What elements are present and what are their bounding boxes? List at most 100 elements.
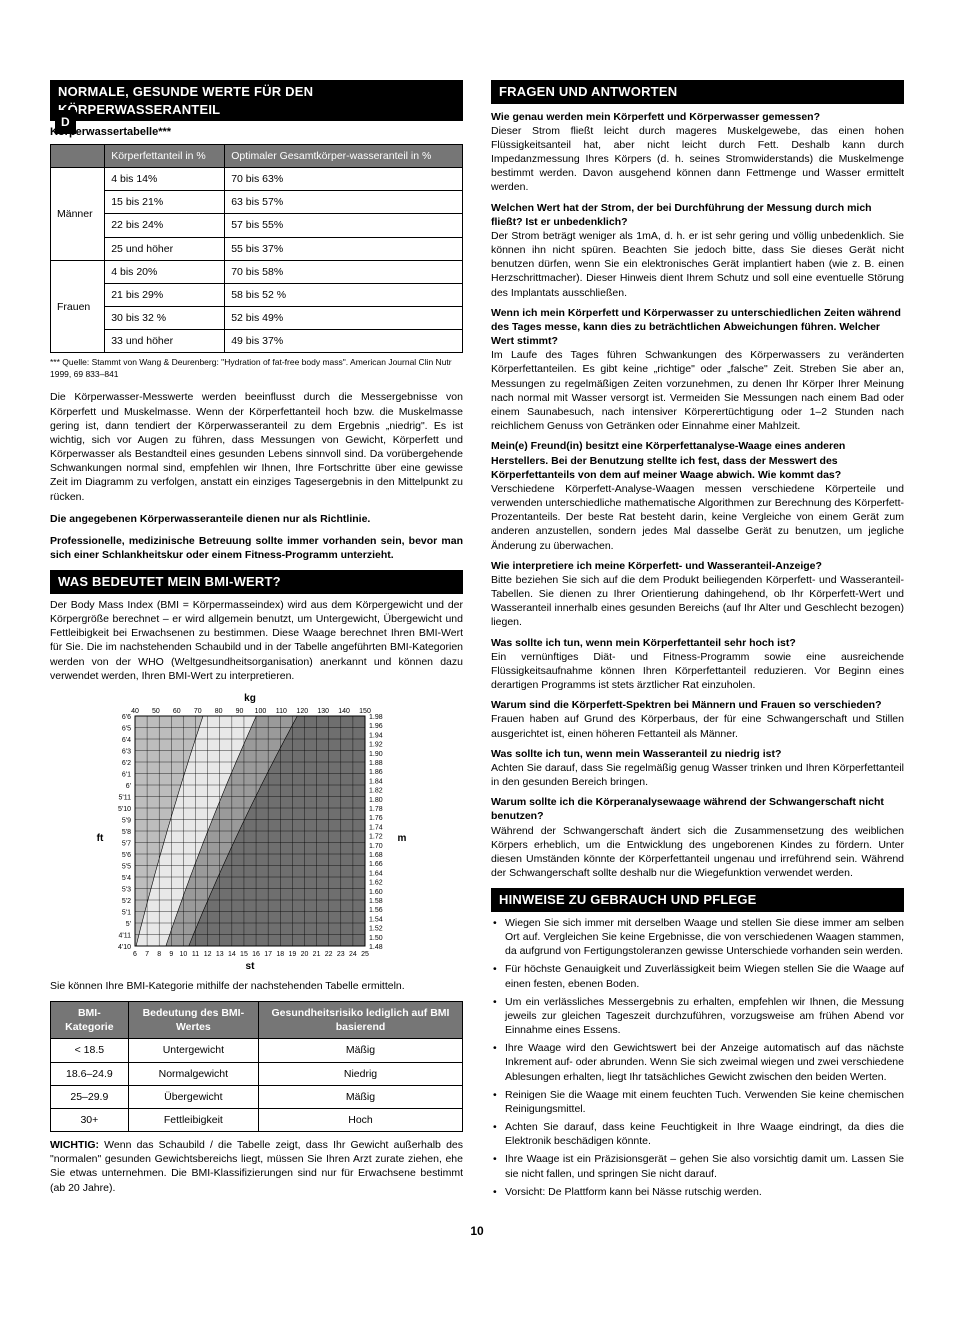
two-column-layout: NORMALE, GESUNDE WERTE FÜR DEN KÖRPERWAS… (50, 80, 904, 1203)
faq-question: Warum sollte ich die Körperanalysewaage … (491, 795, 904, 823)
faq-question: Mein(e) Freund(in) besitzt eine Körperfe… (491, 439, 904, 482)
svg-text:1.52: 1.52 (369, 925, 383, 932)
water-bold-2: Professionelle, medizinische Betreuung s… (50, 534, 463, 562)
hint-item: Achten Sie darauf, dass keine Feuchtigke… (491, 1120, 904, 1148)
svg-text:5'1: 5'1 (122, 909, 131, 916)
svg-text:4'10: 4'10 (118, 944, 131, 951)
bmi-cell: Fettleibigkeit (128, 1108, 258, 1131)
water-th-0 (51, 144, 105, 167)
faq-answer: Bitte beziehen Sie sich auf die dem Prod… (491, 573, 904, 630)
faq-answer: Während der Schwangerschaft ändert sich … (491, 824, 904, 881)
svg-text:1.90: 1.90 (369, 751, 383, 758)
svg-text:6'4: 6'4 (122, 737, 131, 744)
faq-question: Wie genau werden mein Körperfett und Kör… (491, 110, 904, 124)
page-language-marker: D (55, 110, 76, 134)
svg-text:13: 13 (216, 951, 224, 958)
faq-question: Was sollte ich tun, wenn mein Wasserante… (491, 747, 904, 761)
svg-text:70: 70 (194, 708, 202, 715)
faq-answer: Im Laufe des Tages führen Schwankungen d… (491, 348, 904, 433)
svg-text:18: 18 (276, 951, 284, 958)
water-paragraph: Die Körperwasser-Messwerte werden beeinf… (50, 390, 463, 503)
water-bold-1: Die angegebenen Körperwasseranteile dien… (50, 512, 463, 526)
page-number: 10 (50, 1223, 904, 1239)
bmi-cell: Untergewicht (128, 1039, 258, 1062)
svg-text:1.56: 1.56 (369, 907, 383, 914)
svg-text:1.70: 1.70 (369, 843, 383, 850)
svg-text:6'6: 6'6 (122, 714, 131, 721)
bmi-th-0: BMI-Kategorie (51, 1002, 129, 1039)
chart-kg-label: kg (244, 693, 256, 704)
faq-answer: Dieser Strom fließt leicht durch mageres… (491, 124, 904, 195)
svg-text:6': 6' (126, 783, 131, 790)
svg-text:5'3: 5'3 (122, 886, 131, 893)
svg-text:20: 20 (301, 951, 309, 958)
svg-text:6: 6 (133, 951, 137, 958)
bmi-th-2: Gesundheitsrisiko lediglich auf BMI basi… (259, 1002, 463, 1039)
svg-text:16: 16 (252, 951, 260, 958)
faq-question: Wenn ich mein Körperfett und Körperwasse… (491, 306, 904, 349)
water-th-1: Körperfettanteil in % (105, 144, 225, 167)
faq-answer: Der Strom beträgt weniger als 1mA, d. h.… (491, 229, 904, 300)
svg-text:8: 8 (157, 951, 161, 958)
svg-text:1.96: 1.96 (369, 723, 383, 730)
svg-text:1.68: 1.68 (369, 852, 383, 859)
bmi-cell: Niedrig (259, 1062, 463, 1085)
svg-text:140: 140 (338, 708, 350, 715)
svg-text:1.50: 1.50 (369, 935, 383, 942)
svg-text:1.74: 1.74 (369, 824, 383, 831)
water-cell: 21 bis 29% (105, 283, 225, 306)
faq-question: Welchen Wert hat der Strom, der bei Durc… (491, 201, 904, 229)
left-column: NORMALE, GESUNDE WERTE FÜR DEN KÖRPERWAS… (50, 80, 463, 1203)
svg-text:1.60: 1.60 (369, 889, 383, 896)
svg-text:6'3: 6'3 (122, 748, 131, 755)
bmi-cell: Mäßig (259, 1039, 463, 1062)
svg-text:1.98: 1.98 (369, 714, 383, 721)
bmi-chart: kg ft m st 40506070809010011012013014015… (90, 691, 410, 971)
svg-text:1.48: 1.48 (369, 944, 383, 951)
svg-text:21: 21 (313, 951, 321, 958)
bmi-th-1: Bedeutung des BMI-Wertes (128, 1002, 258, 1039)
hints-list: Wiegen Sie sich immer mit derselben Waag… (491, 916, 904, 1199)
faq-question: Was sollte ich tun, wenn mein Körperfett… (491, 636, 904, 650)
svg-text:1.78: 1.78 (369, 806, 383, 813)
water-cell: 4 bis 20% (105, 260, 225, 283)
svg-text:5': 5' (126, 921, 131, 928)
bmi-cell: < 18.5 (51, 1039, 129, 1062)
svg-text:1.92: 1.92 (369, 741, 383, 748)
svg-text:11: 11 (192, 951, 199, 958)
water-footnote: *** Quelle: Stammt von Wang & Deurenberg… (50, 357, 463, 380)
svg-text:1.88: 1.88 (369, 760, 383, 767)
hint-item: Ihre Waage wird den Gewichtswert bei der… (491, 1041, 904, 1084)
bmi-cell: Übergewicht (128, 1085, 258, 1108)
svg-text:19: 19 (288, 951, 296, 958)
water-cell: 25 und höher (105, 237, 225, 260)
water-cell: 63 bis 57% (225, 191, 463, 214)
svg-text:14: 14 (228, 951, 236, 958)
hint-item: Um ein verlässliches Messergebnis zu erh… (491, 995, 904, 1038)
body-water-table: Körperfettanteil in % Optimaler Gesamtkö… (50, 144, 463, 354)
hint-item: Vorsicht: De Plattform kann bei Nässe ru… (491, 1185, 904, 1199)
water-cell: 70 bis 63% (225, 168, 463, 191)
bmi-cell: 30+ (51, 1108, 129, 1131)
water-cell: 49 bis 37% (225, 330, 463, 353)
svg-text:5'4: 5'4 (122, 875, 131, 882)
svg-text:5'11: 5'11 (119, 794, 132, 801)
svg-text:1.82: 1.82 (369, 787, 383, 794)
svg-text:1.80: 1.80 (369, 797, 383, 804)
svg-text:10: 10 (180, 951, 188, 958)
svg-text:25: 25 (361, 951, 369, 958)
faq-answer: Frauen haben auf Grund des Körperbaus, d… (491, 712, 904, 740)
svg-text:90: 90 (236, 708, 244, 715)
svg-text:6'5: 6'5 (122, 725, 131, 732)
chart-m-label: m (398, 833, 407, 844)
faq-container: Wie genau werden mein Körperfett und Kör… (491, 110, 904, 881)
water-cell: 52 bis 49% (225, 307, 463, 330)
water-cell: 58 bis 52 % (225, 283, 463, 306)
bmi-cell: 25–29.9 (51, 1085, 129, 1108)
svg-text:17: 17 (264, 951, 272, 958)
svg-text:60: 60 (173, 708, 181, 715)
svg-text:4'11: 4'11 (119, 932, 132, 939)
svg-text:5'6: 5'6 (122, 852, 131, 859)
svg-text:100: 100 (255, 708, 267, 715)
svg-text:9: 9 (169, 951, 173, 958)
